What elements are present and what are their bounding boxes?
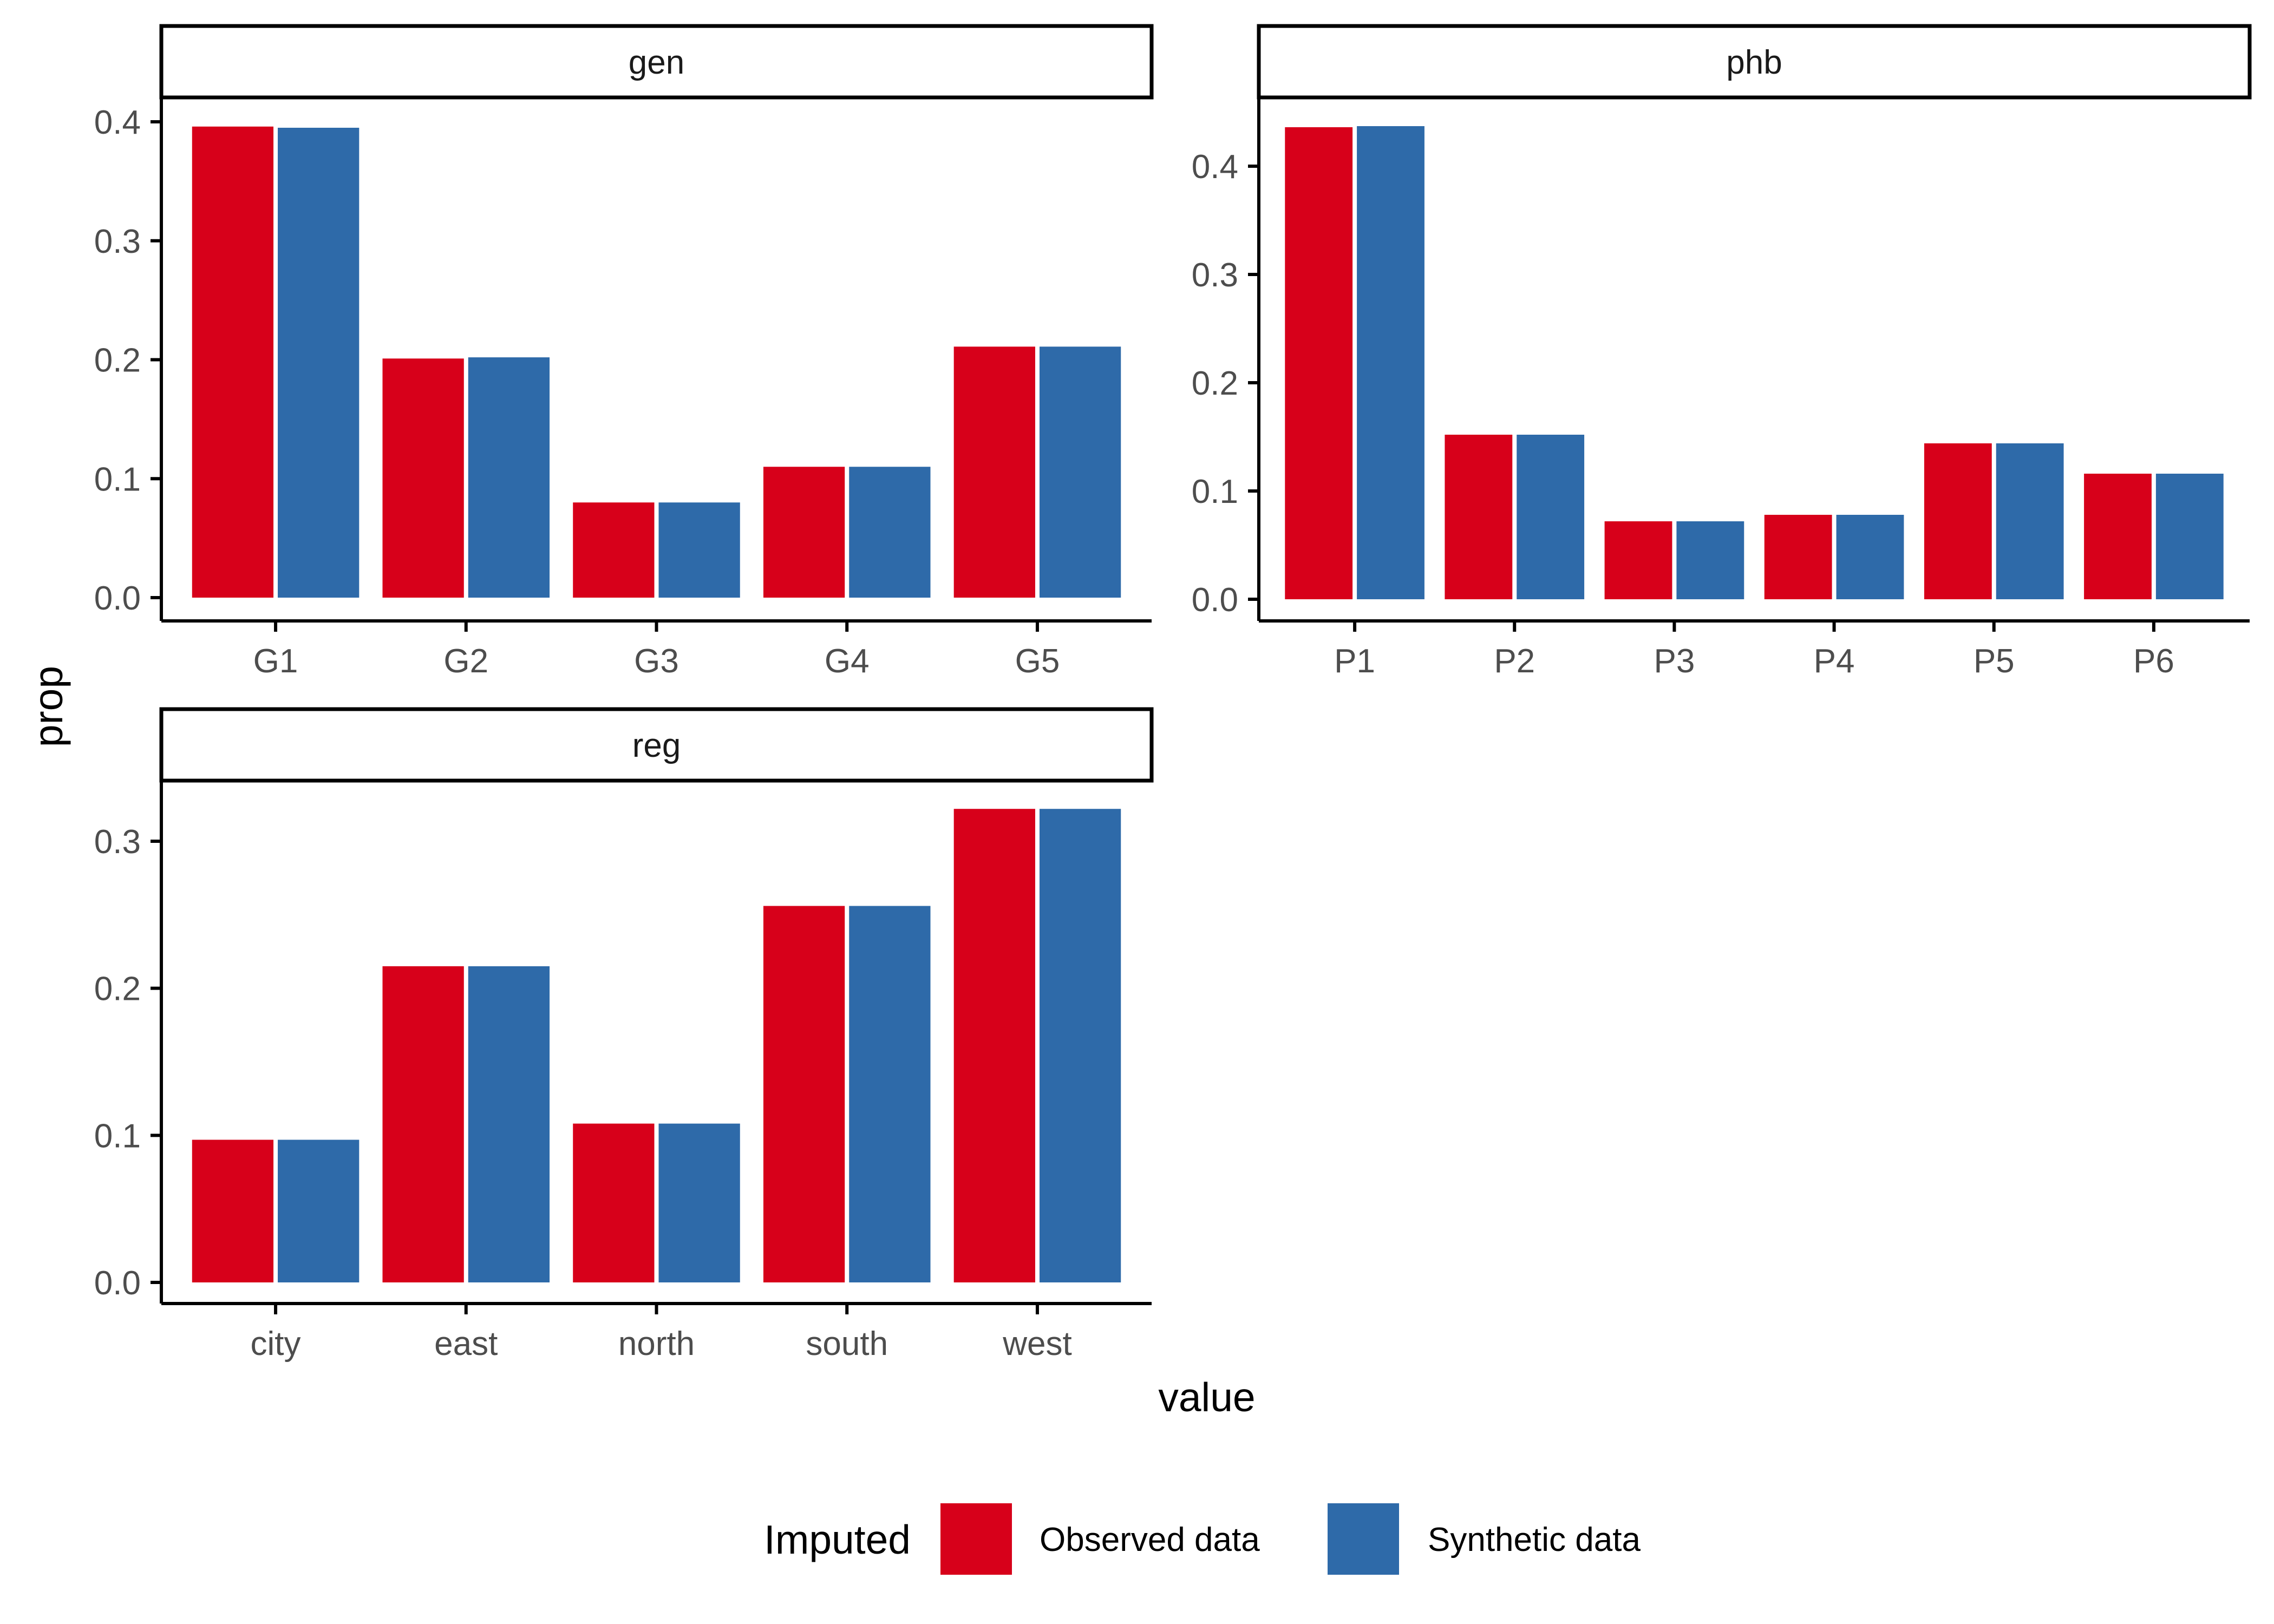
x-tick-label: G2 (443, 643, 488, 680)
bar-phb-P6-synthetic (2155, 474, 2224, 599)
strip-label-gen: gen (629, 44, 684, 81)
bar-reg-north-synthetic (658, 1123, 740, 1282)
bar-reg-north-observed (573, 1123, 655, 1282)
bar-reg-west-synthetic (1039, 809, 1121, 1282)
y-tick-label: 0.3 (94, 223, 141, 260)
x-tick-label: P6 (2133, 643, 2174, 680)
x-tick-label: P4 (1814, 643, 1855, 680)
bar-gen-G3-observed (573, 502, 655, 598)
y-tick-label: 0.1 (94, 1117, 141, 1155)
bar-phb-P5-synthetic (1996, 443, 2064, 599)
legend-key-synthetic (1328, 1503, 1399, 1575)
y-tick-label: 0.1 (1192, 473, 1238, 510)
y-tick-label: 0.4 (1192, 148, 1238, 186)
bar-gen-G4-observed (763, 467, 845, 598)
x-axis-title: value (1158, 1374, 1255, 1420)
bar-phb-P4-synthetic (1836, 515, 1904, 599)
bar-reg-east-synthetic (468, 966, 550, 1282)
x-tick-label: G4 (825, 643, 870, 680)
y-tick-label: 0.3 (94, 823, 141, 861)
bar-phb-P1-observed (1285, 127, 1353, 599)
strip-box-reg (159, 707, 1154, 783)
bar-gen-G3-synthetic (658, 502, 740, 598)
y-tick-label: 0.4 (94, 104, 141, 141)
bar-gen-G4-synthetic (849, 467, 931, 598)
bar-reg-south-observed (763, 906, 845, 1282)
bar-phb-P2-observed (1445, 435, 1513, 599)
y-tick-label: 0.0 (1192, 581, 1238, 619)
y-tick-label: 0.2 (94, 971, 141, 1008)
strip-label-phb: phb (1726, 44, 1782, 81)
strip-label-reg: reg (632, 727, 681, 764)
bar-reg-south-synthetic (849, 906, 931, 1282)
bar-phb-P4-observed (1764, 515, 1832, 599)
x-tick-label: P3 (1654, 643, 1695, 680)
x-tick-label: south (806, 1325, 888, 1363)
panel-gen: gen 0.0 0.1 0.2 0.3 0.4 G1 G2 G3 G4 G5 (94, 24, 1154, 680)
x-tick-label: P5 (1974, 643, 2015, 680)
bar-gen-G5-observed (953, 346, 1035, 598)
x-tick-label: G3 (634, 643, 679, 680)
panel-phb: phb 0.0 0.1 0.2 0.3 0.4 P1 P2 P3 P4 P5 P6 (1192, 24, 2252, 680)
y-tick-label: 0.1 (94, 461, 141, 498)
panel-reg: reg 0.0 0.1 0.2 0.3 city east north south west (94, 707, 1154, 1363)
y-tick-label: 0.2 (1192, 365, 1238, 402)
bar-reg-east-observed (382, 966, 464, 1282)
y-tick-label: 0.2 (94, 342, 141, 379)
x-tick-label: west (1002, 1325, 1071, 1363)
y-tick-label: 0.0 (94, 1265, 141, 1302)
y-tick-label: 0.0 (94, 580, 141, 617)
bar-gen-G5-synthetic (1039, 346, 1121, 598)
bar-gen-G1-synthetic (278, 127, 360, 598)
strip-box-phb (1257, 24, 2252, 100)
y-axis-title: prop (25, 666, 71, 747)
bar-phb-P2-synthetic (1517, 435, 1585, 599)
legend-title: Imputed (764, 1517, 911, 1562)
bar-phb-P5-observed (1924, 443, 1992, 599)
bar-gen-G2-synthetic (468, 357, 550, 598)
bar-reg-west-observed (953, 809, 1035, 1282)
x-tick-label: P2 (1494, 643, 1535, 680)
x-tick-label: G5 (1015, 643, 1060, 680)
legend-label-synthetic: Synthetic data (1428, 1521, 1641, 1558)
strip-box-gen (159, 24, 1154, 100)
bar-gen-G2-observed (382, 358, 464, 598)
bar-gen-G1-observed (192, 126, 274, 598)
y-tick-label: 0.3 (1192, 257, 1238, 294)
bar-reg-city-synthetic (278, 1140, 360, 1282)
x-tick-label: G1 (253, 643, 298, 680)
bar-phb-P3-observed (1604, 521, 1672, 599)
legend-label-observed: Observed data (1040, 1521, 1260, 1558)
bar-phb-P1-synthetic (1357, 126, 1424, 599)
bar-reg-city-observed (192, 1140, 274, 1282)
x-tick-label: city (251, 1325, 301, 1363)
x-tick-label: east (434, 1325, 498, 1363)
legend: Imputed Observed data Synthetic data (764, 1503, 1641, 1575)
bar-phb-P6-observed (2084, 474, 2152, 599)
facet-panels: gen 0.0 0.1 0.2 0.3 0.4 G1 G2 G3 G4 G5 phb 0.0 0.1 0.2… (94, 24, 2252, 1363)
legend-key-observed (940, 1503, 1012, 1575)
x-tick-label: north (618, 1325, 695, 1363)
bar-phb-P3-synthetic (1676, 521, 1744, 599)
x-tick-label: P1 (1334, 643, 1375, 680)
